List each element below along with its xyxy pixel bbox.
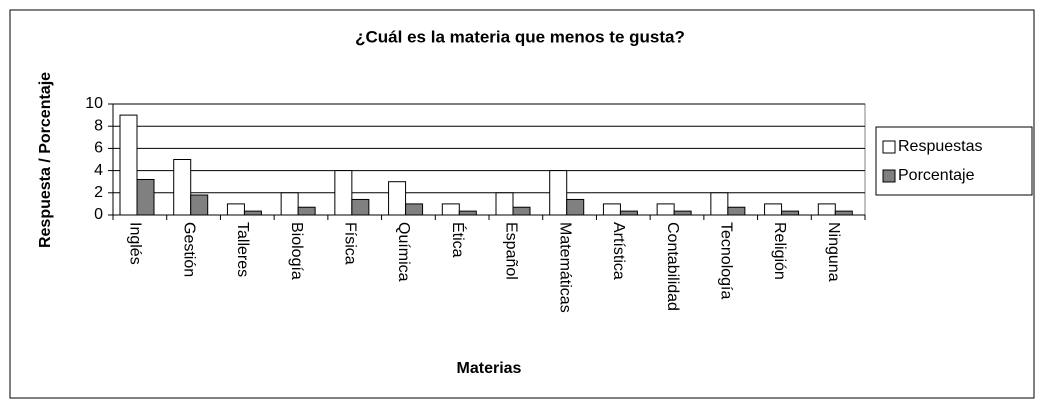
chart-title: ¿Cuál es la materia que menos te gusta? — [355, 27, 685, 46]
bar — [727, 206, 746, 216]
bar — [512, 206, 531, 216]
y-tick-label: 6 — [94, 140, 103, 157]
bar — [136, 178, 155, 216]
x-tick-label: Física — [341, 222, 358, 265]
legend-label: Respuestas — [898, 138, 983, 155]
legend-box — [875, 126, 1033, 196]
x-axis-label: Materias — [457, 360, 522, 377]
x-tick-label: Biología — [288, 222, 305, 280]
bar — [619, 210, 638, 216]
x-tick-label: Matemáticas — [556, 222, 573, 313]
bar — [495, 192, 514, 216]
bar — [243, 210, 262, 216]
bar — [405, 203, 424, 216]
bar — [602, 203, 621, 216]
x-tick-label: Ética — [449, 222, 468, 258]
plot-area — [112, 103, 866, 216]
bar — [566, 198, 585, 216]
x-tick-label: Tecnología — [717, 222, 734, 299]
y-tick-label: 0 — [94, 206, 103, 223]
y-tick-label: 8 — [94, 117, 103, 134]
bar — [834, 210, 853, 216]
bar — [280, 192, 299, 216]
bar — [817, 203, 836, 216]
bar — [441, 203, 460, 216]
bar — [173, 159, 192, 216]
bar — [549, 170, 568, 216]
y-axis-label: Respuesta / Porcentaje — [37, 72, 54, 248]
bar — [297, 206, 316, 216]
bar — [781, 210, 800, 216]
x-tick-label: Talleres — [234, 222, 251, 277]
x-tick-label: Ninguna — [825, 222, 842, 282]
x-tick-label: Artística — [610, 222, 627, 280]
bar — [119, 114, 138, 216]
bar — [656, 203, 675, 216]
bar — [710, 192, 729, 216]
x-tick-label: Religión — [771, 222, 788, 280]
x-tick-label: Gestión — [180, 222, 197, 277]
bar — [458, 210, 477, 216]
bar — [334, 170, 353, 216]
bar — [226, 203, 245, 216]
legend-swatch — [882, 169, 896, 183]
legend-label: Porcentaje — [898, 167, 975, 184]
x-tick-label: Español — [503, 222, 520, 280]
bar — [673, 210, 692, 216]
y-tick-label: 4 — [94, 162, 103, 179]
x-tick-label: Contabilidad — [664, 222, 681, 311]
bar — [764, 203, 783, 216]
bar — [190, 194, 209, 216]
legend-swatch — [882, 140, 896, 154]
y-tick-label: 10 — [85, 95, 103, 112]
bar — [388, 181, 407, 216]
x-tick-label: Química — [395, 222, 412, 282]
bar — [351, 198, 370, 216]
y-tick-label: 2 — [94, 184, 103, 201]
x-tick-label: Inglés — [127, 222, 144, 265]
